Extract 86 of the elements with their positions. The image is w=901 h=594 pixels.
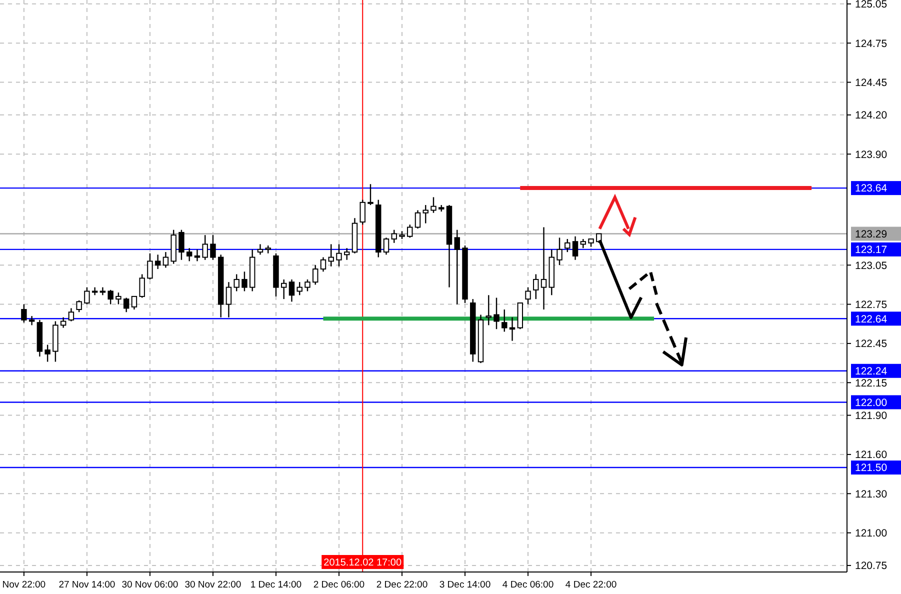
candlestick <box>68 308 74 322</box>
candlestick <box>21 304 27 324</box>
candlestick <box>336 244 342 268</box>
x-tick-label: 4 Dec 22:00 <box>565 579 617 590</box>
x-tick-label: Nov 22:00 <box>2 579 46 590</box>
y-tick-label: 124.45 <box>855 76 888 89</box>
candlestick <box>288 278 295 302</box>
ref-line-label: 122.00 <box>855 396 888 409</box>
y-tick-label: 121.00 <box>855 527 888 540</box>
candlestick <box>242 271 248 292</box>
ref-line-label: 123.17 <box>855 244 888 256</box>
candlestick <box>430 196 436 214</box>
x-tick-label: 4 Dec 06:00 <box>502 579 554 590</box>
candlestick <box>320 256 326 272</box>
ref-line-label: 123.29 <box>855 228 888 240</box>
candlestick <box>368 184 374 206</box>
y-tick-label: 122.45 <box>855 338 888 350</box>
candlestick <box>178 229 184 260</box>
candlestick <box>210 234 216 260</box>
candlestick <box>28 315 35 326</box>
ref-line-label: 122.64 <box>855 313 888 326</box>
candlestick <box>414 210 421 230</box>
candlestick <box>186 248 192 262</box>
y-tick-label: 121.60 <box>855 449 888 462</box>
candlestick <box>509 316 516 342</box>
y-tick-label: 121.90 <box>855 410 888 422</box>
candlestick <box>304 278 310 292</box>
y-tick-label: 123.05 <box>855 260 888 272</box>
candlestick <box>328 244 334 268</box>
x-tick-label: 30 Nov 06:00 <box>122 579 178 590</box>
candlestick <box>194 248 200 262</box>
candlestick <box>296 281 302 296</box>
y-tick-label: 124.20 <box>855 110 888 122</box>
x-tick-label: 2 Dec 22:00 <box>376 579 428 590</box>
candlestick <box>533 274 539 300</box>
candlestick <box>147 252 153 280</box>
candlestick <box>572 236 578 260</box>
candlestick <box>422 204 428 224</box>
x-tick-label: 27 Nov 14:00 <box>58 579 116 590</box>
candlestick <box>383 237 390 256</box>
y-tick-label: 121.30 <box>855 488 888 500</box>
candlestick <box>108 289 114 305</box>
candlestick <box>494 297 500 330</box>
y-tick-label: 123.90 <box>855 148 888 161</box>
y-tick-label: 125.05 <box>855 0 888 11</box>
candlestick <box>116 292 122 305</box>
candlestick <box>257 244 264 256</box>
candlestick <box>525 286 531 305</box>
x-tick-label: 2015.12.02 17:00 <box>324 558 402 568</box>
ref-line-label: 123.64 <box>855 182 888 195</box>
candlestick <box>162 251 169 268</box>
candlestick <box>454 229 460 305</box>
y-tick-label: 122.75 <box>855 298 888 311</box>
candlestick <box>60 316 66 328</box>
candlestick <box>123 297 130 313</box>
x-tick-label: 30 Nov 22:00 <box>184 579 242 590</box>
ref-line-label: 121.50 <box>855 462 888 474</box>
candlestick <box>226 281 232 318</box>
candlestick <box>360 199 366 226</box>
x-tick-label: 2 Dec 06:00 <box>313 579 365 590</box>
candlestick <box>312 264 318 286</box>
candlestick <box>580 238 586 249</box>
candlestick <box>540 226 547 310</box>
candlestick <box>84 286 90 305</box>
y-tick-label: 120.75 <box>855 560 888 572</box>
candlestick <box>202 234 208 260</box>
ref-line-label: 122.24 <box>855 366 888 378</box>
candlestick <box>407 224 413 238</box>
candlestick <box>596 233 602 244</box>
candlestick <box>486 294 492 326</box>
candlestick <box>564 238 570 253</box>
candlestick <box>556 237 562 266</box>
x-tick-label: 3 Dec 14:00 <box>439 579 491 590</box>
candlestick <box>234 274 240 292</box>
candlestick <box>131 296 138 310</box>
y-tick-label: 122.15 <box>855 377 888 390</box>
candlestick <box>76 300 82 313</box>
candlestick <box>502 308 508 332</box>
candlestick <box>391 229 397 244</box>
candlestick <box>44 344 50 362</box>
candlestick <box>344 248 350 260</box>
y-tick-label: 124.75 <box>855 38 888 50</box>
candlestick <box>280 278 287 300</box>
x-tick-label: 1 Dec 14:00 <box>250 579 302 590</box>
candlestick <box>139 274 145 298</box>
candlestick <box>154 254 161 270</box>
